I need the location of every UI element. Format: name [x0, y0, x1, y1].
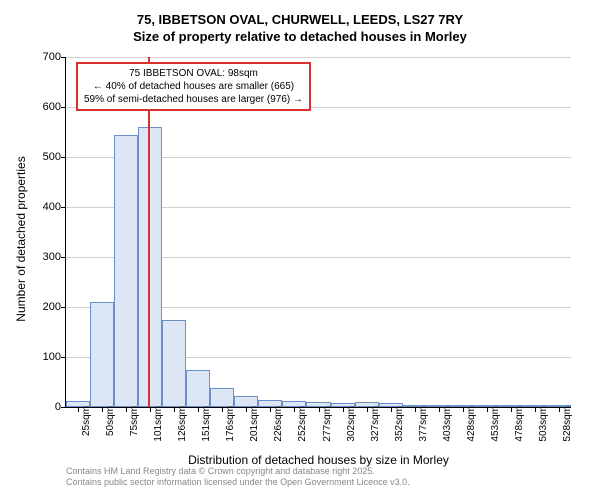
- annotation-line: ← 40% of detached houses are smaller (66…: [84, 80, 303, 93]
- y-axis-label: Number of detached properties: [14, 156, 28, 321]
- x-tick-label: 428sqm: [466, 406, 477, 442]
- footer-text: Contains HM Land Registry data © Crown c…: [66, 466, 410, 489]
- chart-title: 75, IBBETSON OVAL, CHURWELL, LEEDS, LS27…: [10, 12, 590, 27]
- y-tick-label: 0: [31, 401, 61, 413]
- chart-subtitle: Size of property relative to detached ho…: [10, 29, 590, 44]
- x-tick-label: 503sqm: [538, 406, 549, 442]
- x-tick-label: 126sqm: [177, 406, 188, 442]
- y-tick: [61, 207, 66, 208]
- y-tick: [61, 57, 66, 58]
- y-tick-label: 600: [31, 101, 61, 113]
- footer-line1: Contains HM Land Registry data © Crown c…: [66, 466, 410, 478]
- histogram-bar: [162, 320, 186, 408]
- x-tick: [559, 407, 560, 412]
- x-tick-label: 50sqm: [105, 406, 116, 436]
- x-tick: [487, 407, 488, 412]
- y-tick: [61, 157, 66, 158]
- x-tick-label: 252sqm: [297, 406, 308, 442]
- x-tick: [78, 407, 79, 412]
- x-tick-label: 528sqm: [562, 406, 573, 442]
- x-tick-label: 377sqm: [418, 406, 429, 442]
- x-tick: [246, 407, 247, 412]
- x-tick: [126, 407, 127, 412]
- x-tick-label: 25sqm: [81, 406, 92, 436]
- x-tick-label: 302sqm: [346, 406, 357, 442]
- x-tick: [270, 407, 271, 412]
- histogram-bar: [90, 302, 114, 407]
- x-tick: [150, 407, 151, 412]
- x-tick: [535, 407, 536, 412]
- plot-area: Number of detached properties Distributi…: [65, 57, 571, 408]
- x-tick-label: 277sqm: [322, 406, 333, 442]
- x-tick-label: 176sqm: [225, 406, 236, 442]
- x-tick: [174, 407, 175, 412]
- footer-line2: Contains public sector information licen…: [66, 477, 410, 489]
- x-tick-label: 201sqm: [249, 406, 260, 442]
- x-tick: [343, 407, 344, 412]
- x-tick-label: 478sqm: [514, 406, 525, 442]
- y-tick-label: 700: [31, 51, 61, 63]
- x-tick: [439, 407, 440, 412]
- y-tick: [61, 407, 66, 408]
- histogram-bar: [114, 135, 138, 408]
- x-tick: [198, 407, 199, 412]
- x-tick: [463, 407, 464, 412]
- x-tick: [222, 407, 223, 412]
- x-tick: [511, 407, 512, 412]
- x-tick-label: 75sqm: [129, 406, 140, 436]
- x-tick-label: 453sqm: [490, 406, 501, 442]
- histogram-bar: [186, 370, 210, 408]
- x-tick: [367, 407, 368, 412]
- x-tick-label: 327sqm: [370, 406, 381, 442]
- x-tick: [391, 407, 392, 412]
- y-tick-label: 200: [31, 301, 61, 313]
- x-tick-label: 101sqm: [153, 406, 164, 442]
- x-tick: [319, 407, 320, 412]
- x-tick-label: 226sqm: [273, 406, 284, 442]
- y-tick: [61, 307, 66, 308]
- y-tick-label: 300: [31, 251, 61, 263]
- annotation-line: 59% of semi-detached houses are larger (…: [84, 93, 303, 106]
- x-tick-label: 151sqm: [201, 406, 212, 442]
- x-tick-label: 352sqm: [394, 406, 405, 442]
- histogram-bar: [210, 388, 234, 407]
- chart-container: 75, IBBETSON OVAL, CHURWELL, LEEDS, LS27…: [10, 12, 590, 492]
- y-tick-label: 500: [31, 151, 61, 163]
- y-tick-label: 400: [31, 201, 61, 213]
- x-tick: [102, 407, 103, 412]
- annotation-box: 75 IBBETSON OVAL: 98sqm← 40% of detached…: [76, 62, 311, 111]
- grid-line: [66, 57, 571, 58]
- y-tick: [61, 357, 66, 358]
- x-tick-label: 403sqm: [442, 406, 453, 442]
- annotation-line: 75 IBBETSON OVAL: 98sqm: [84, 67, 303, 80]
- y-tick-label: 100: [31, 351, 61, 363]
- x-tick: [415, 407, 416, 412]
- y-tick: [61, 107, 66, 108]
- histogram-bar: [138, 127, 162, 407]
- x-tick: [294, 407, 295, 412]
- y-tick: [61, 257, 66, 258]
